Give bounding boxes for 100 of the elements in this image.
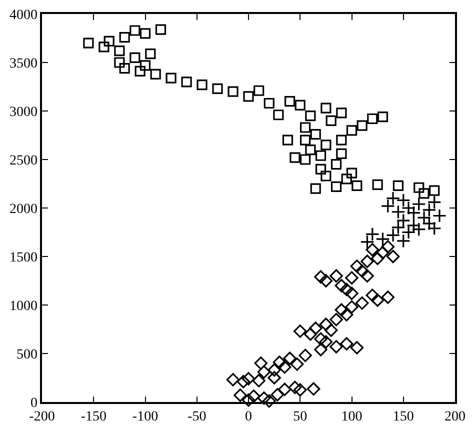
- point: [330, 159, 342, 170]
- point: [377, 112, 388, 122]
- point: [315, 150, 326, 161]
- point: [284, 96, 296, 107]
- point: [391, 220, 406, 234]
- point: [243, 91, 254, 102]
- y-tick-label: 500: [16, 347, 38, 362]
- point: [336, 108, 347, 118]
- point: [226, 373, 240, 386]
- point: [381, 240, 395, 254]
- point: [320, 102, 332, 114]
- x-tick-label: -50: [188, 410, 206, 425]
- point: [119, 63, 130, 74]
- point: [345, 271, 358, 284]
- point: [330, 312, 343, 326]
- point: [336, 134, 347, 146]
- point: [308, 322, 322, 335]
- point: [270, 388, 284, 402]
- point: [319, 274, 333, 288]
- point: [98, 42, 110, 52]
- point: [262, 394, 276, 408]
- point: [326, 115, 336, 126]
- point: [310, 128, 321, 140]
- point: [83, 38, 94, 48]
- point: [320, 140, 332, 150]
- point: [336, 148, 347, 159]
- point: [324, 324, 338, 337]
- y-tick-label: 1000: [9, 298, 38, 314]
- point: [319, 318, 333, 332]
- point: [310, 183, 321, 194]
- point: [340, 282, 354, 296]
- x-tick-label: 0: [245, 410, 252, 425]
- point: [345, 286, 358, 300]
- y-tick-label: 3000: [9, 104, 38, 120]
- point: [386, 228, 400, 242]
- point: [355, 264, 369, 278]
- y-tick-label: 4000: [9, 8, 38, 23]
- point: [257, 391, 271, 405]
- x-tick-label: -200: [29, 410, 55, 425]
- point: [350, 341, 364, 354]
- point: [330, 181, 342, 192]
- point: [300, 134, 311, 146]
- point: [196, 80, 208, 90]
- point: [252, 374, 266, 388]
- point: [314, 270, 328, 284]
- y-tick-label: 2500: [9, 153, 38, 168]
- point: [360, 254, 374, 268]
- point: [145, 48, 156, 60]
- point: [254, 356, 268, 370]
- point: [422, 202, 436, 218]
- point: [305, 144, 316, 156]
- point: [372, 179, 383, 190]
- y-tick-label: 1500: [9, 250, 38, 266]
- y-tick-label: 0: [30, 396, 38, 411]
- point: [130, 25, 140, 36]
- point: [370, 294, 384, 307]
- point: [305, 110, 316, 122]
- point: [392, 180, 404, 191]
- point: [386, 250, 400, 264]
- point: [300, 122, 311, 133]
- point: [396, 234, 410, 248]
- point: [366, 288, 380, 302]
- point: [298, 348, 312, 362]
- point: [212, 83, 223, 94]
- point: [278, 382, 292, 396]
- point: [360, 269, 374, 283]
- point: [414, 182, 424, 193]
- point: [355, 296, 369, 310]
- point: [293, 324, 307, 338]
- point: [427, 195, 442, 210]
- point: [346, 125, 358, 136]
- point: [119, 32, 130, 43]
- point: [228, 86, 238, 97]
- point: [376, 246, 390, 260]
- point: [236, 374, 250, 388]
- point: [334, 303, 348, 316]
- point: [432, 208, 447, 223]
- point: [345, 300, 358, 314]
- point: [247, 390, 260, 403]
- point: [242, 372, 256, 386]
- point: [166, 72, 176, 84]
- point: [315, 164, 326, 174]
- point: [130, 52, 140, 63]
- point: [340, 337, 354, 350]
- point: [314, 332, 328, 346]
- point: [140, 28, 151, 39]
- point: [181, 76, 192, 88]
- point: [264, 98, 274, 109]
- point: [360, 234, 374, 250]
- point: [272, 356, 286, 369]
- point: [234, 388, 247, 402]
- point: [150, 68, 161, 80]
- point: [352, 180, 362, 191]
- point: [290, 358, 304, 371]
- x-tick-label: 100: [341, 410, 362, 425]
- point: [367, 113, 378, 124]
- point: [418, 188, 430, 199]
- point: [356, 120, 368, 131]
- point: [294, 100, 306, 110]
- point: [370, 252, 384, 266]
